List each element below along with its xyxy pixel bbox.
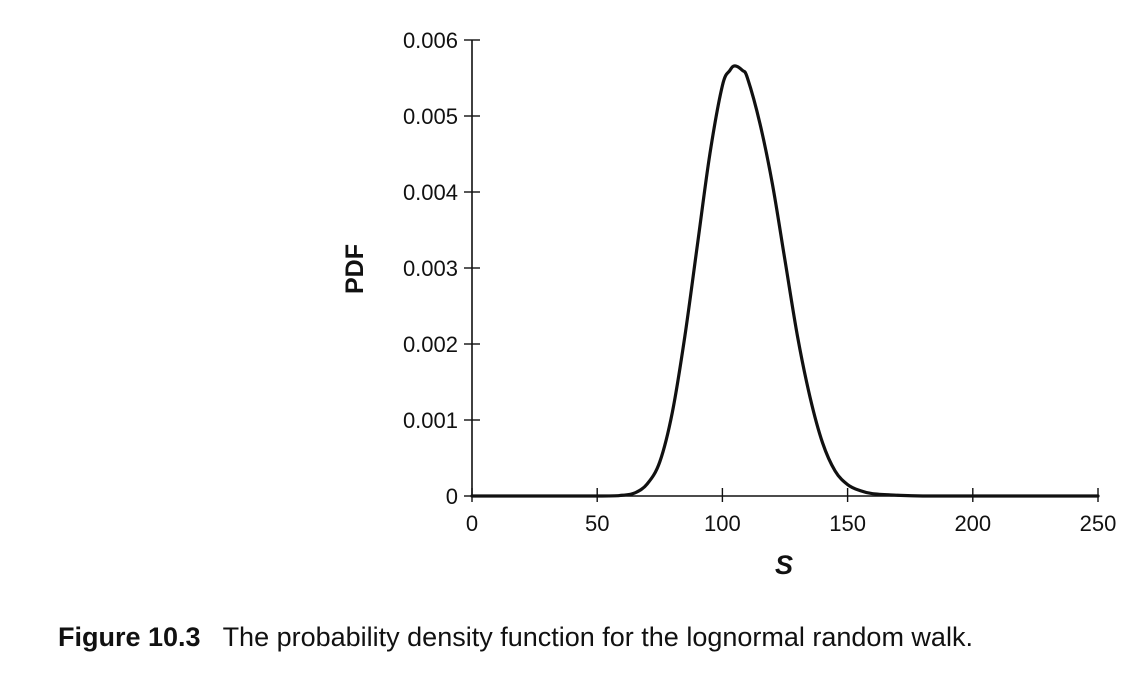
x-axis-title: S <box>775 550 793 580</box>
pdf-chart: 0 0.001 0.002 0.003 0.004 0.005 0.006 0 50 100 150… <box>341 28 1116 580</box>
y-axis-title: PDF <box>341 244 369 294</box>
y-tick-label: 0.006 <box>403 28 458 53</box>
y-tick-label: 0.004 <box>403 180 458 205</box>
x-tick-label: 150 <box>829 511 866 536</box>
caption-text: The probability density function for the… <box>222 622 973 652</box>
y-tick-label: 0.001 <box>403 408 458 433</box>
y-tick-label: 0 <box>446 484 458 509</box>
y-tick-label: 0.002 <box>403 332 458 357</box>
y-tick-label: 0.003 <box>403 256 458 281</box>
x-tick-label: 250 <box>1080 511 1117 536</box>
y-tick-label: 0.005 <box>403 104 458 129</box>
figure-number: Figure 10.3 <box>58 622 201 652</box>
x-tick-label: 200 <box>954 511 991 536</box>
plot-area: 0 0.001 0.002 0.003 0.004 0.005 0.006 0 50 100 150… <box>403 28 1116 536</box>
x-tick-label: 0 <box>466 511 478 536</box>
pdf-curve <box>470 64 1100 498</box>
figure-caption: Figure 10.3 The probability density funct… <box>58 622 973 653</box>
x-tick-label: 100 <box>704 511 741 536</box>
x-tick-label: 50 <box>585 511 609 536</box>
